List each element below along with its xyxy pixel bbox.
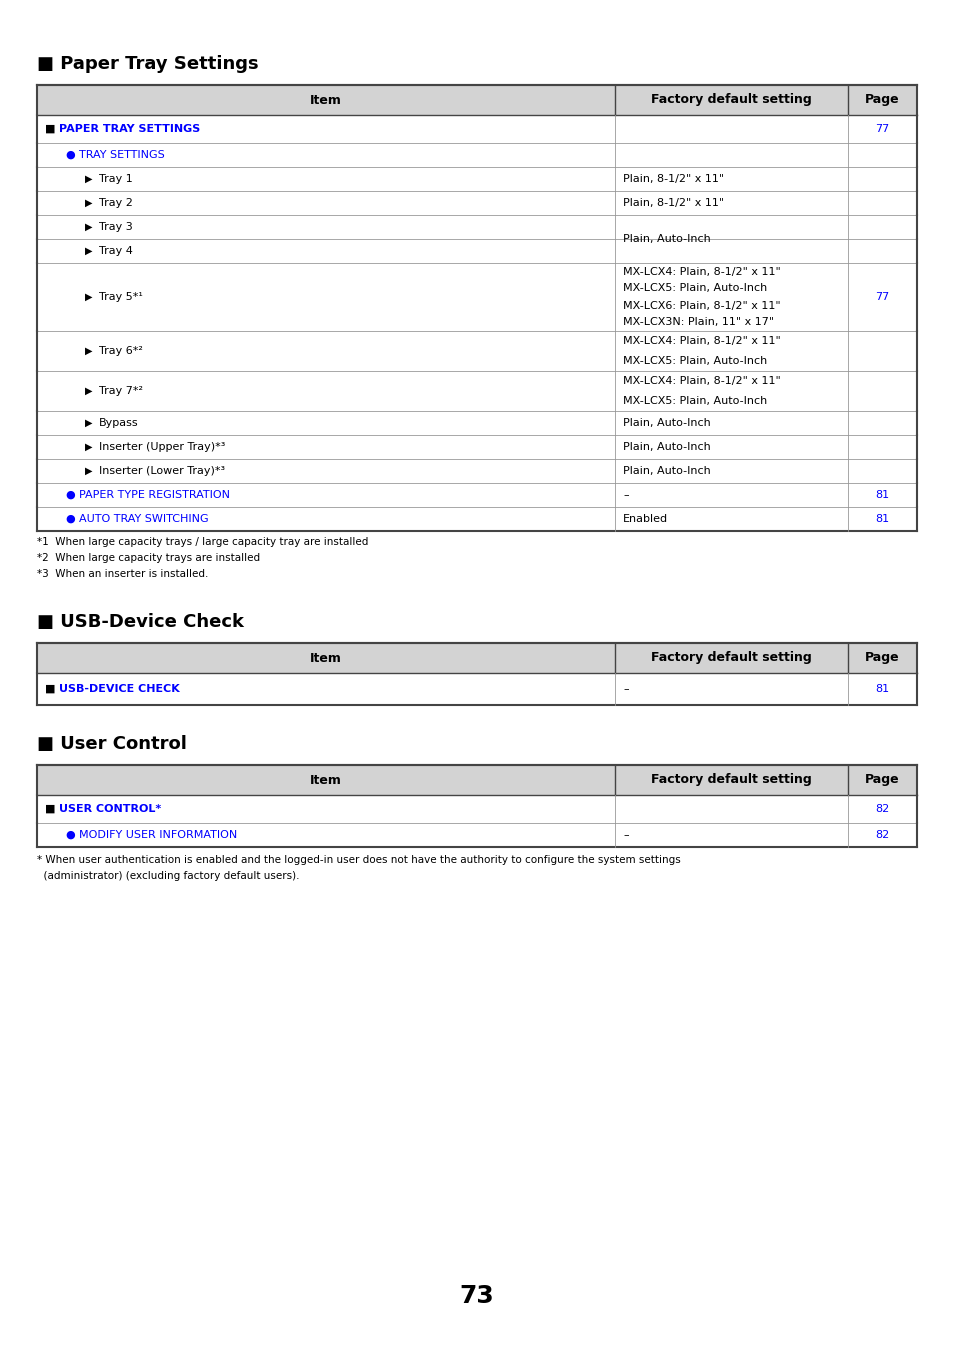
Text: Plain, Auto-Inch: Plain, Auto-Inch [622, 466, 710, 476]
Text: Inserter (Lower Tray)*³: Inserter (Lower Tray)*³ [99, 466, 225, 476]
Text: ●: ● [65, 150, 74, 159]
Text: Item: Item [310, 774, 342, 786]
Text: ▶: ▶ [85, 292, 92, 303]
Text: Tray 1: Tray 1 [99, 174, 132, 184]
Bar [37, 143, 916, 168]
Bar [37, 115, 916, 143]
Text: USER CONTROL*: USER CONTROL* [59, 804, 161, 815]
Text: 82: 82 [875, 830, 889, 840]
Text: Plain, 8-1/2" x 11": Plain, 8-1/2" x 11" [622, 174, 723, 184]
Text: Tray 6*²: Tray 6*² [99, 346, 143, 357]
Text: MX-LCX5: Plain, Auto-Inch: MX-LCX5: Plain, Auto-Inch [622, 357, 766, 366]
Bar [37, 239, 916, 263]
Text: 77: 77 [875, 292, 889, 303]
Text: MODIFY USER INFORMATION: MODIFY USER INFORMATION [79, 830, 237, 840]
Text: ▶: ▶ [85, 174, 92, 184]
Text: ■: ■ [45, 124, 55, 134]
Text: Item: Item [310, 651, 342, 665]
Text: ▶: ▶ [85, 346, 92, 357]
Bar [37, 643, 916, 673]
Text: TRAY SETTINGS: TRAY SETTINGS [79, 150, 165, 159]
Text: Tray 2: Tray 2 [99, 199, 132, 208]
Bar [37, 411, 916, 435]
Text: MX-LCX4: Plain, 8-1/2" x 11": MX-LCX4: Plain, 8-1/2" x 11" [622, 266, 781, 277]
Text: –: – [622, 684, 628, 694]
Text: MX-LCX5: Plain, Auto-Inch: MX-LCX5: Plain, Auto-Inch [622, 284, 766, 293]
Text: ▶: ▶ [85, 417, 92, 428]
Text: ▶: ▶ [85, 466, 92, 476]
Text: –: – [622, 830, 628, 840]
Text: USB-DEVICE CHECK: USB-DEVICE CHECK [59, 684, 179, 694]
Bar [37, 459, 916, 484]
Bar [37, 484, 916, 507]
Text: 81: 81 [875, 684, 889, 694]
Text: Tray 3: Tray 3 [99, 222, 132, 232]
Text: Plain, 8-1/2" x 11": Plain, 8-1/2" x 11" [622, 199, 723, 208]
Text: Inserter (Upper Tray)*³: Inserter (Upper Tray)*³ [99, 442, 225, 453]
Bar [37, 507, 916, 531]
Text: 82: 82 [875, 804, 889, 815]
Bar [37, 765, 916, 794]
Text: ▶: ▶ [85, 222, 92, 232]
Text: MX-LCX6: Plain, 8-1/2" x 11": MX-LCX6: Plain, 8-1/2" x 11" [622, 300, 780, 311]
Text: Bypass: Bypass [99, 417, 138, 428]
Text: MX-LCX5: Plain, Auto-Inch: MX-LCX5: Plain, Auto-Inch [622, 396, 766, 407]
Text: ▶: ▶ [85, 199, 92, 208]
Text: PAPER TRAY SETTINGS: PAPER TRAY SETTINGS [59, 124, 200, 134]
Bar [37, 263, 916, 331]
Bar [37, 331, 916, 372]
Text: 81: 81 [875, 513, 889, 524]
Text: Item: Item [310, 93, 342, 107]
Text: Plain, Auto-Inch: Plain, Auto-Inch [622, 417, 710, 428]
Text: Factory default setting: Factory default setting [651, 651, 811, 665]
Text: Page: Page [864, 651, 899, 665]
Bar [37, 673, 916, 705]
Text: ▶: ▶ [85, 246, 92, 255]
Bar [37, 794, 916, 823]
Bar [37, 168, 916, 190]
Text: ■ Paper Tray Settings: ■ Paper Tray Settings [37, 55, 258, 73]
Text: Tray 4: Tray 4 [99, 246, 132, 255]
Text: 81: 81 [875, 490, 889, 500]
Bar [37, 85, 916, 115]
Text: Page: Page [864, 774, 899, 786]
Text: ■: ■ [45, 684, 55, 694]
Text: 73: 73 [459, 1283, 494, 1308]
Text: Page: Page [864, 93, 899, 107]
Text: ■: ■ [45, 804, 55, 815]
Text: 77: 77 [875, 124, 889, 134]
Text: MX-LCX3N: Plain, 11" x 17": MX-LCX3N: Plain, 11" x 17" [622, 317, 774, 327]
Text: Enabled: Enabled [622, 513, 668, 524]
Text: Tray 5*¹: Tray 5*¹ [99, 292, 143, 303]
Text: ●: ● [65, 490, 74, 500]
Bar [37, 190, 916, 215]
Text: * When user authentication is enabled and the logged-in user does not have the a: * When user authentication is enabled an… [37, 855, 680, 865]
Bar [37, 435, 916, 459]
Text: *3  When an inserter is installed.: *3 When an inserter is installed. [37, 569, 208, 580]
Text: Tray 7*²: Tray 7*² [99, 386, 143, 396]
Text: Plain, Auto-Inch: Plain, Auto-Inch [622, 234, 710, 245]
Text: MX-LCX4: Plain, 8-1/2" x 11": MX-LCX4: Plain, 8-1/2" x 11" [622, 376, 781, 386]
Text: Factory default setting: Factory default setting [651, 93, 811, 107]
Text: *2  When large capacity trays are installed: *2 When large capacity trays are install… [37, 553, 260, 563]
Text: Factory default setting: Factory default setting [651, 774, 811, 786]
Bar [37, 823, 916, 847]
Text: ■ USB-Device Check: ■ USB-Device Check [37, 613, 244, 631]
Text: PAPER TYPE REGISTRATION: PAPER TYPE REGISTRATION [79, 490, 230, 500]
Text: ▶: ▶ [85, 386, 92, 396]
Text: ■ User Control: ■ User Control [37, 735, 187, 753]
Text: ●: ● [65, 830, 74, 840]
Text: –: – [622, 490, 628, 500]
Text: MX-LCX4: Plain, 8-1/2" x 11": MX-LCX4: Plain, 8-1/2" x 11" [622, 336, 781, 346]
Bar [37, 372, 916, 411]
Text: (administrator) (excluding factory default users).: (administrator) (excluding factory defau… [37, 871, 299, 881]
Text: AUTO TRAY SWITCHING: AUTO TRAY SWITCHING [79, 513, 209, 524]
Text: ▶: ▶ [85, 442, 92, 453]
Text: Plain, Auto-Inch: Plain, Auto-Inch [622, 442, 710, 453]
Text: ●: ● [65, 513, 74, 524]
Text: *1  When large capacity trays / large capacity tray are installed: *1 When large capacity trays / large cap… [37, 536, 368, 547]
Bar [37, 215, 916, 239]
